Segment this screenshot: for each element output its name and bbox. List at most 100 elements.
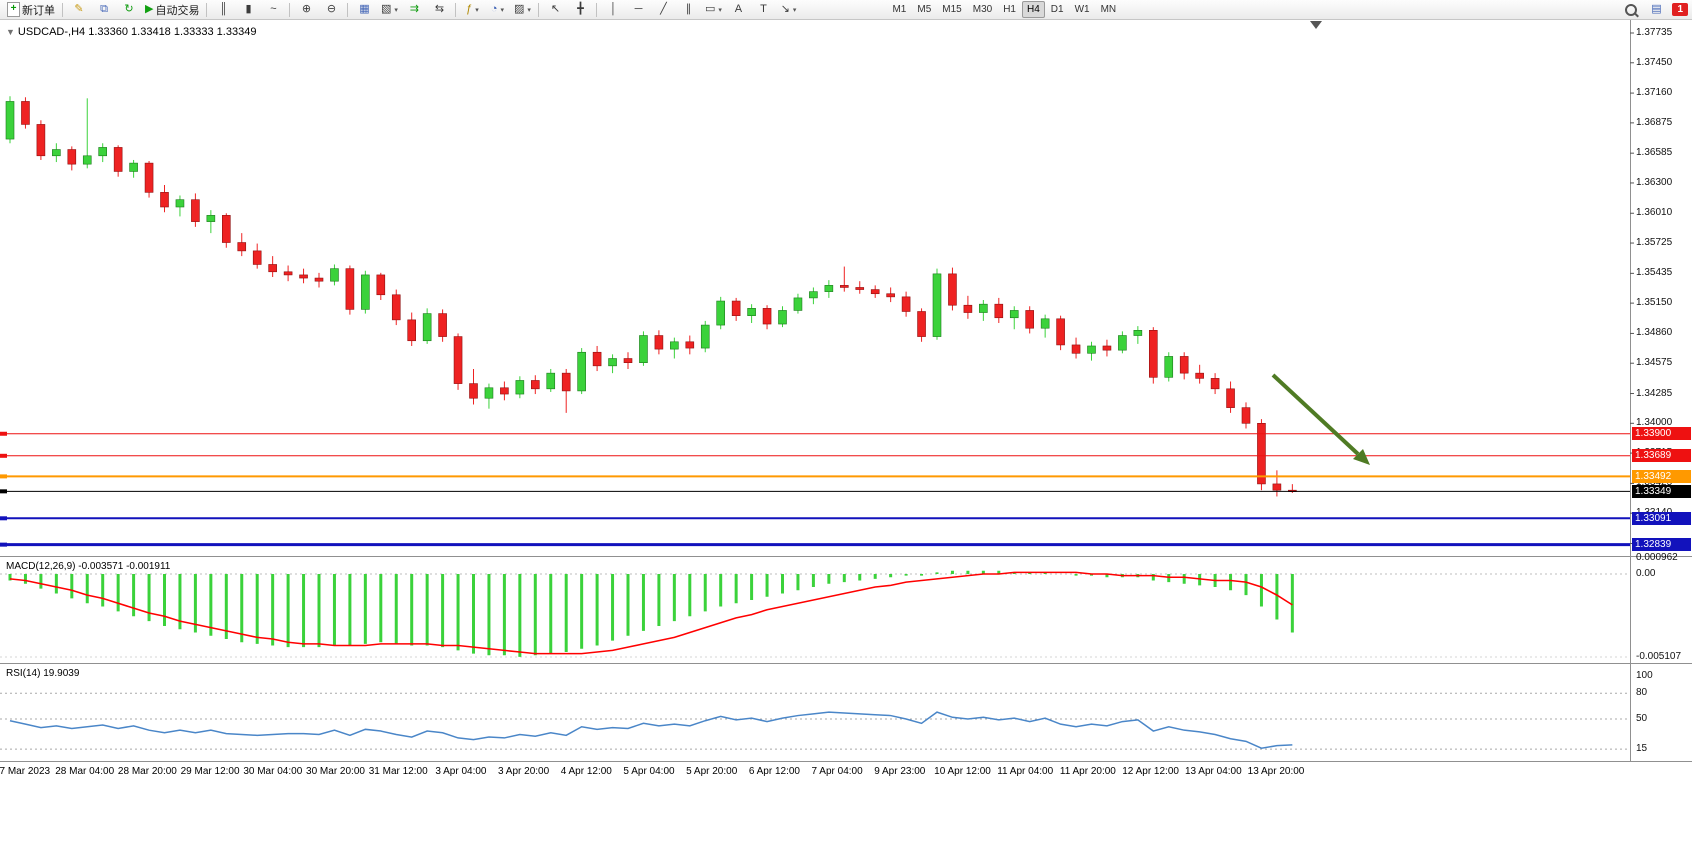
date-label: 11 Apr 20:00 [1059, 766, 1116, 777]
indicators-icon: ƒ [466, 3, 473, 15]
new-order-button[interactable]: + 新订单 [4, 0, 58, 19]
zoom-in-icon: ⊕ [301, 3, 312, 15]
notification-badge[interactable]: 1 [1672, 3, 1688, 16]
periods-icon[interactable]: ◔ ▾ [485, 0, 509, 19]
timeframe-m30[interactable]: M30 [972, 4, 993, 15]
metaeditor-icon[interactable]: ✎ [67, 0, 91, 19]
caret-down-icon: ▾ [500, 6, 505, 14]
rsi-indicator-label: RSI(14) 19.9039 [6, 668, 80, 679]
date-label: 10 Apr 12:00 [934, 766, 991, 777]
data-window-icon: ▤ [1651, 3, 1662, 15]
toolbar-separator [62, 2, 63, 17]
trendline-icon: ╱ [660, 3, 667, 15]
cursor-icon: ↖ [550, 3, 561, 15]
channel-icon[interactable]: ∥ [676, 0, 700, 19]
price-axis-label: 1.34575 [1636, 357, 1673, 369]
new-chart-icon: ▧ [381, 3, 392, 15]
refresh-icon: ↻ [124, 3, 134, 15]
price-axis-label: 1.34860 [1636, 327, 1673, 339]
chart-symbol-label: ▼ USDCAD-,H4 1.33360 1.33418 1.33333 1.33… [6, 26, 256, 38]
macd-axis-label: -0.005107 [1636, 650, 1682, 662]
auto-scroll-icon[interactable]: ⇉ [402, 0, 426, 19]
text-icon[interactable]: A [726, 0, 750, 19]
price-axis-label: 1.35725 [1636, 237, 1673, 249]
caret-down-icon: ▾ [792, 6, 797, 14]
templates-icon[interactable]: ▨ ▾ [510, 0, 534, 19]
timeframe-h1[interactable]: H1 [1003, 4, 1016, 15]
bar-chart-icon[interactable]: ║ [211, 0, 235, 19]
new-order-icon: + [7, 2, 20, 17]
rsi-value: 19.9039 [43, 668, 80, 679]
chart-area[interactable]: ▼ USDCAD-,H4 1.33360 1.33418 1.33333 1.33… [0, 20, 1692, 847]
price-axis-label: 1.33425 [1636, 477, 1673, 489]
auto-trading-button[interactable]: ▶ 自动交易 [142, 0, 202, 19]
charts-stack-icon[interactable]: ⧉ [92, 0, 116, 19]
timeframe-mn[interactable]: MN [1100, 4, 1117, 15]
price-axis-label: 1.36010 [1636, 207, 1673, 219]
timeframe-m5[interactable]: M5 [917, 4, 932, 15]
toolbar-separator [538, 2, 540, 17]
current-price-line-label: 1.33349 [1632, 484, 1691, 498]
chart-shift-icon[interactable]: ⇆ [427, 0, 451, 19]
collapse-arrow-icon[interactable]: ▼ [6, 27, 15, 37]
timeframe-h4[interactable]: H4 [1021, 1, 1045, 18]
price-axis-label: 1.36875 [1636, 116, 1673, 128]
indicators-icon[interactable]: ƒ ▾ [460, 0, 484, 19]
candlestick-chart-icon: ▮ [245, 3, 252, 15]
refresh-icon[interactable]: ↻ [117, 0, 141, 19]
tile-windows-icon[interactable]: ▦ [352, 0, 376, 19]
support-line-orange-label: 1.33492 [1632, 469, 1691, 483]
shapes-icon[interactable]: ▭ ▾ [701, 0, 725, 19]
timeframe-m1[interactable]: M1 [892, 4, 907, 15]
search-button[interactable] [1619, 0, 1643, 19]
horizontal-line-icon: ─ [634, 3, 643, 15]
panel-separator[interactable] [0, 663, 1692, 667]
timeframe-w1[interactable]: W1 [1074, 4, 1090, 15]
rsi-axis-label: 15 [1636, 743, 1648, 755]
trendline-icon[interactable]: ╱ [651, 0, 675, 19]
auto-trading-icon: ▶ [145, 3, 154, 15]
new-chart-icon[interactable]: ▧ ▾ [377, 0, 401, 19]
auto-scroll-icon: ⇉ [409, 3, 420, 15]
zoom-in-icon[interactable]: ⊕ [294, 0, 318, 19]
caret-down-icon: ▾ [394, 6, 398, 14]
line-chart-icon: ~ [270, 3, 277, 15]
data-window-icon[interactable]: ▤ [1644, 0, 1668, 19]
date-label: 5 Apr 04:00 [623, 766, 675, 777]
date-label: 27 Mar 2023 [0, 766, 51, 777]
vertical-line-icon[interactable]: │ [601, 0, 625, 19]
trend-arrow [1271, 373, 1360, 456]
toolbar: + 新订单 ✎ ⧉ ↻ ▶ 自动交易 ║ ▮ ~ ⊕ ⊖ ▦ ▧ ▾ ⇉ ⇆ ƒ ▾ ◔ ▾ ▨ ▾ ↖ ╋ │ ─ ╱ ∥ ▭ ▾ A T ↘ ▾… [0, 0, 1692, 20]
timeframe-d1[interactable]: D1 [1050, 4, 1064, 15]
periods-icon: ◔ [490, 3, 498, 15]
horizontal-line-icon[interactable]: ─ [626, 0, 650, 19]
price-axis-label: 1.36585 [1636, 147, 1673, 159]
date-label: 7 Apr 04:00 [811, 766, 863, 777]
date-label: 12 Apr 12:00 [1122, 766, 1179, 777]
support-line-blue-2-label: 1.32839 [1632, 538, 1691, 552]
price-axis-label: 1.37450 [1636, 56, 1673, 68]
candlestick-chart-icon[interactable]: ▮ [236, 0, 260, 19]
zoom-out-icon[interactable]: ⊖ [319, 0, 343, 19]
line-chart-icon[interactable]: ~ [261, 0, 285, 19]
text-label-icon: T [760, 3, 767, 15]
support-line-blue-1-label: 1.33091 [1632, 511, 1691, 525]
crosshair-icon[interactable]: ╋ [568, 0, 592, 19]
arrows-icon[interactable]: ↘ ▾ [776, 0, 800, 19]
cursor-icon[interactable]: ↖ [543, 0, 567, 19]
timeframe-m15[interactable]: M15 [942, 4, 962, 15]
price-axis[interactable]: 1.37735 1.37450 1.37160 1.36875 1.36585 1.363… [1631, 20, 1692, 782]
price-axis-label: 1.34000 [1636, 417, 1673, 429]
date-label: 6 Apr 12:00 [748, 766, 800, 777]
text-label-icon[interactable]: T [751, 0, 775, 19]
date-label: 3 Apr 04:00 [435, 766, 487, 777]
chart-canvas[interactable] [0, 20, 1692, 847]
date-label: 5 Apr 20:00 [686, 766, 738, 777]
search-icon [1625, 3, 1638, 16]
ohlc-text: 1.33360 1.33418 1.33333 1.33349 [88, 26, 257, 38]
panel-separator[interactable] [0, 556, 1692, 560]
toolbar-separator [206, 2, 208, 17]
date-label: 11 Apr 04:00 [997, 766, 1054, 777]
